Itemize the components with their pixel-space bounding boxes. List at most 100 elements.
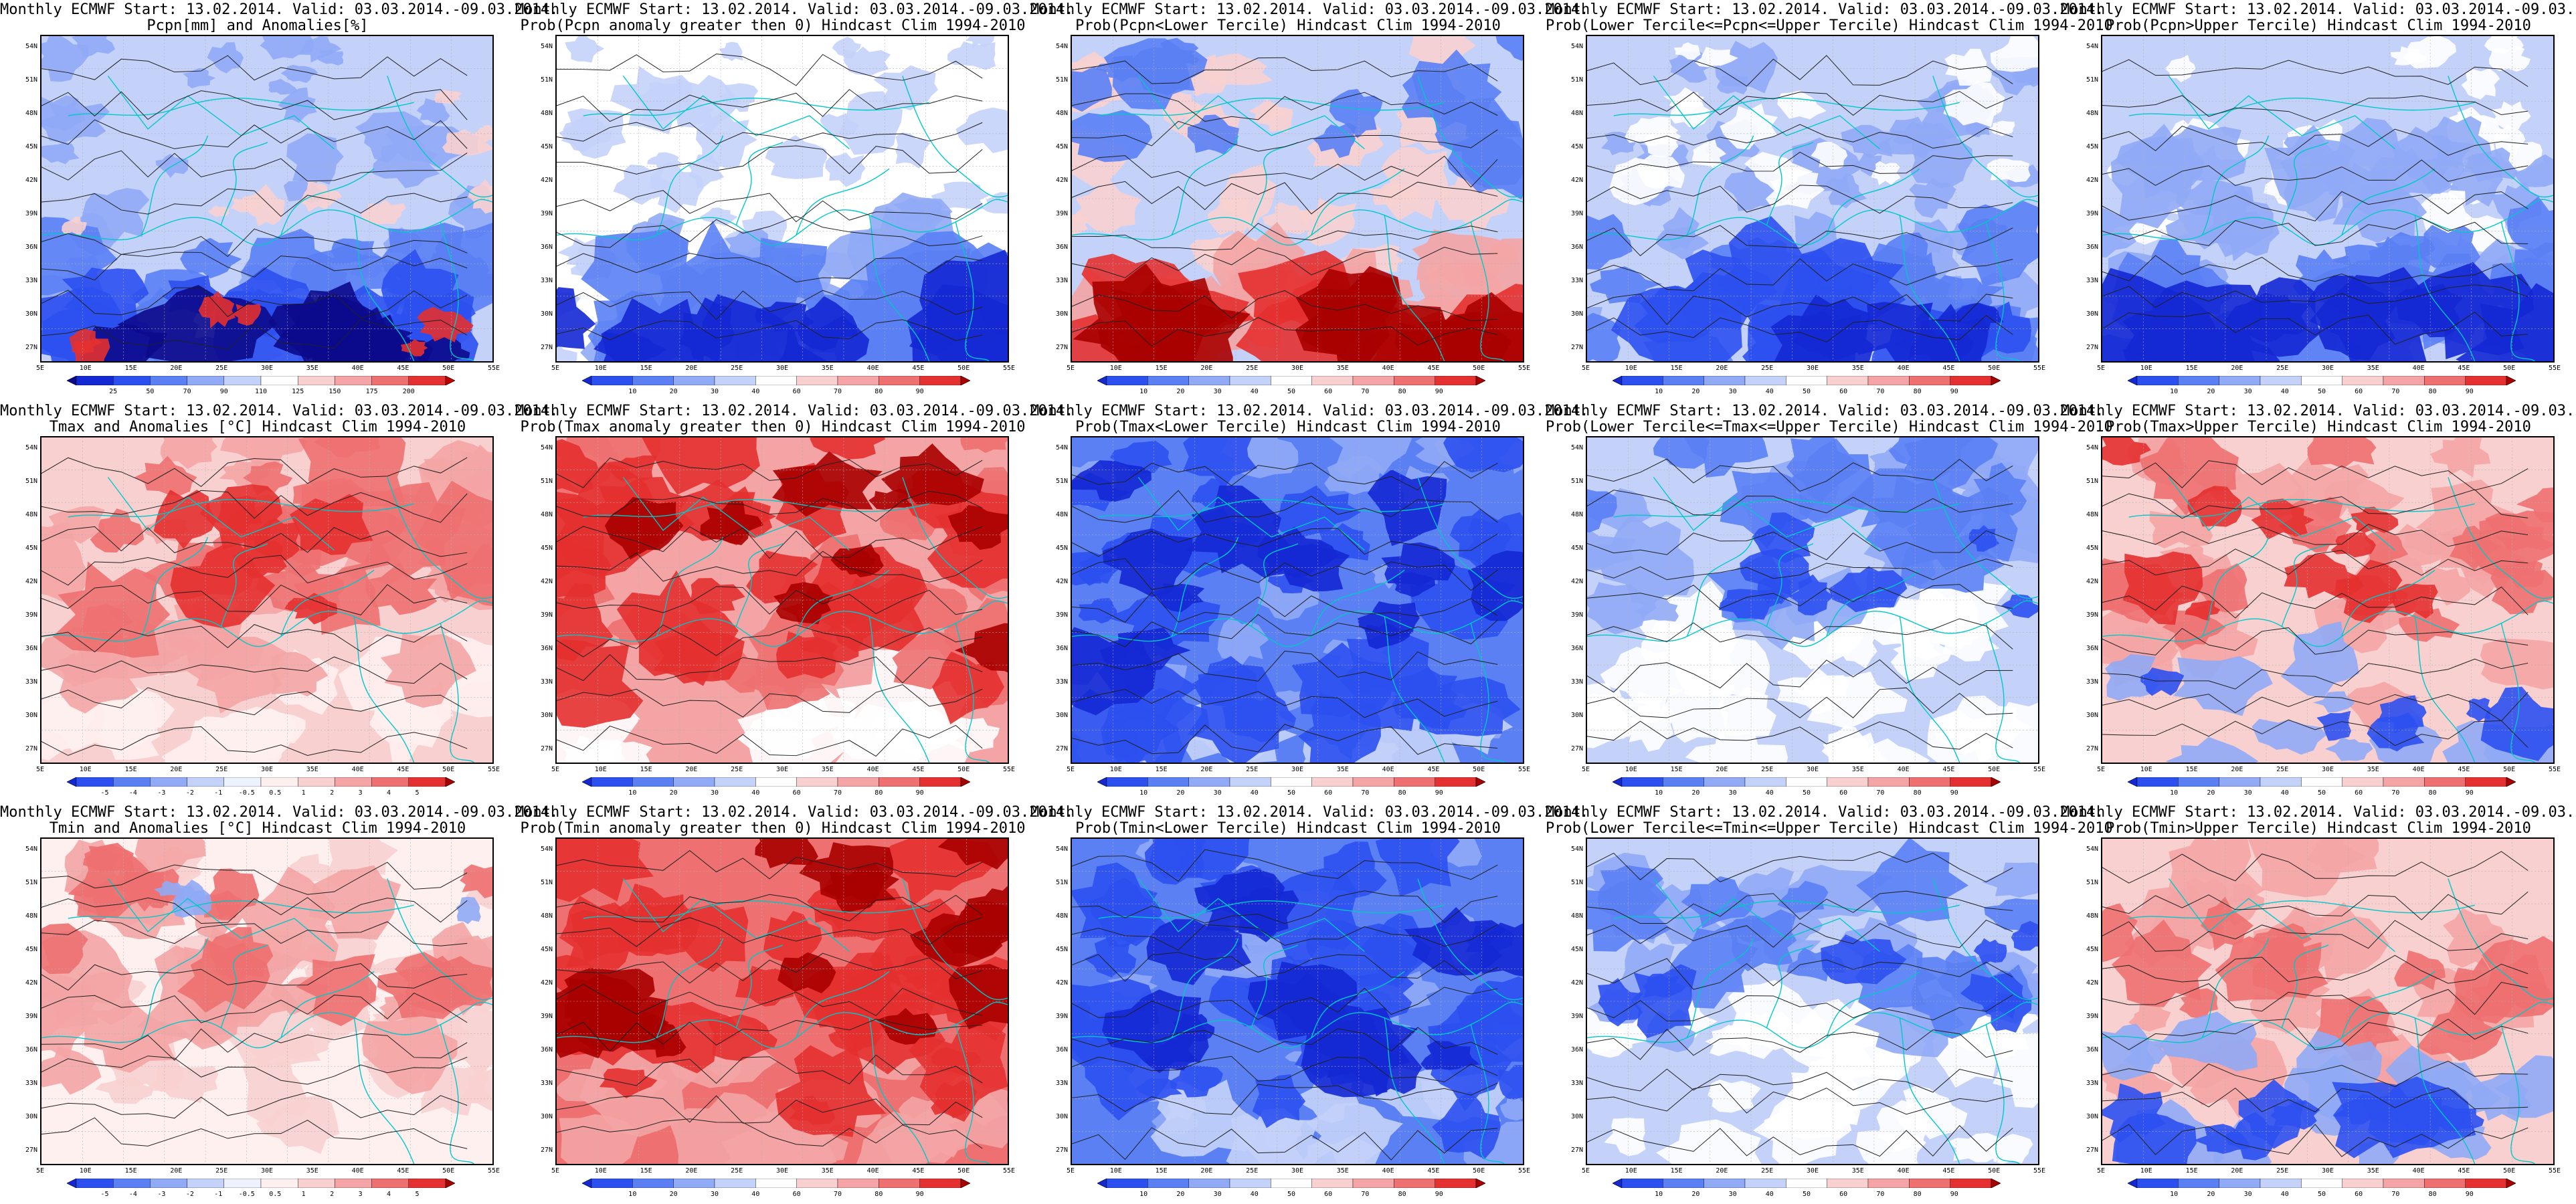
colorbar-tick-label: 60 [2355,388,2363,395]
lat-tick-label: 45N [540,946,553,953]
lat-tick-label: 51N [2086,478,2098,485]
map-field [1072,839,1523,1164]
map-area [2101,35,2555,363]
lon-tick-label: 20E [1200,365,1213,372]
lon-tick-label: 50E [1473,766,1485,773]
colorbar-tick-label: 50 [1287,1191,1296,1198]
map-area [40,35,494,363]
colorbar-tick-label: 5 [415,789,420,797]
map-area [1071,35,1524,363]
colorbar-tick-label: 80 [1913,789,1922,797]
lat-tick-label: 36N [1055,645,1068,652]
lon-tick-label: 20E [1716,365,1728,372]
lon-tick-label: 20E [170,766,183,773]
lat-tick-label: 30N [25,310,37,318]
lon-tick-label: 50E [2503,365,2516,372]
lat-tick-label: 42N [540,578,553,585]
lat-tick-label: 33N [2086,1080,2098,1087]
colorbar-tick-label: 200 [402,388,415,395]
panel-title-line1: Monthly ECMWF Start: 13.02.2014. Valid: … [0,403,559,419]
lat-tick-label: 27N [2086,1146,2098,1154]
lat-tick-label: 39N [1055,210,1068,217]
colorbar-tick-label: 20 [1691,789,1700,797]
lat-tick-label: 39N [1570,210,1583,217]
lat-tick-label: 45N [540,143,553,150]
lat-tick-label: 27N [25,745,37,752]
colorbar-tick-label: 150 [329,388,341,395]
lat-tick-label: 33N [1055,1080,1068,1087]
colorbar-tick-label: 10 [1655,789,1663,797]
lon-tick-label: 55E [2033,1167,2046,1175]
lon-tick-label: 45E [397,766,409,773]
colorbar-tick-label: 90 [1950,1191,1958,1198]
lon-tick-label: 50E [2503,766,2516,773]
lon-tick-label: 5E [551,766,560,773]
colorbar-tick-label: 90 [1435,388,1443,395]
colorbar-swatches [1097,777,1485,787]
colorbar-tick-label: 90 [1435,1191,1443,1198]
colorbar [1613,376,2001,385]
lat-tick-label: 51N [1055,76,1068,84]
colorbar-tick-label: 125 [292,388,304,395]
colorbar-tick-label: -2 [185,1191,194,1198]
lat-tick-label: 42N [1055,979,1068,987]
colorbar-tick-label: 20 [2207,388,2215,395]
colorbar-tick-label: 110 [254,388,268,395]
lon-tick-label: 40E [2412,365,2425,372]
colorbar-tick-label: 90 [915,789,924,797]
lon-tick-label: 40E [866,365,879,372]
lat-tick-label: 48N [25,110,37,117]
lon-tick-label: 15E [1155,365,1168,372]
lat-tick-label: 36N [25,645,37,652]
lat-tick-label: 27N [1570,344,1583,351]
lat-tick-label: 51N [2086,76,2098,84]
lon-tick-label: 55E [2548,1167,2561,1175]
lon-tick-label: 15E [2185,1167,2198,1175]
lon-tick-label: 30E [260,766,274,773]
colorbar-tick-label: -1 [214,789,223,797]
panel-title-line1: Monthly ECMWF Start: 13.02.2014. Valid: … [1546,1,2104,18]
lon-tick-label: 20E [1200,1167,1213,1175]
lon-tick-label: 10E [594,766,607,773]
lat-tick-label: 48N [540,912,553,920]
lon-tick-label: 20E [685,766,698,773]
lat-tick-label: 30N [2086,712,2098,719]
colorbar-tick-label: 10 [1655,388,1663,395]
lon-tick-label: 30E [260,365,274,372]
colorbar-tick-label: 90 [915,388,924,395]
lon-tick-label: 5E [35,1167,45,1175]
map-area [555,35,1009,363]
colorbar-tick-label: 50 [1802,388,1811,395]
colorbar [1097,376,1485,385]
lon-tick-label: 45E [1942,766,1955,773]
colorbar-tick-label: 60 [1324,388,1333,395]
colorbar-tick-label: 30 [1728,789,1737,797]
lat-tick-label: 42N [2086,979,2098,987]
colorbar [582,376,970,385]
lat-tick-label: 54N [1055,444,1068,452]
lon-tick-label: 55E [2548,365,2561,372]
lat-tick-label: 51N [1570,478,1583,485]
lon-tick-label: 45E [397,365,409,372]
lon-tick-label: 10E [79,365,92,372]
colorbar-tick-label: 50 [1802,1191,1811,1198]
map-field [41,437,492,763]
colorbar-tick-label: 5 [415,1191,420,1198]
lon-tick-label: 40E [351,1167,364,1175]
lon-tick-label: 50E [1988,766,2001,773]
panel-title-line2: Prob(Tmax<Lower Tercile) Hindcast Clim 1… [1075,419,1501,435]
lat-tick-label: 30N [540,712,553,719]
colorbar-tick-label: 20 [669,789,678,797]
colorbar-tick-label: 20 [1176,1191,1185,1198]
colorbar-tick-label: 70 [833,1191,842,1198]
lat-tick-label: 33N [540,277,553,284]
lon-tick-label: 40E [1897,766,1910,773]
map-field [2102,36,2553,361]
lat-tick-label: 33N [25,678,37,686]
map-panel-8: Monthly ECMWF Start: 13.02.2014. Valid: … [1030,401,1588,803]
colorbar-tick-label: 60 [1839,388,1848,395]
colorbar-tick-label: 0.5 [269,1191,282,1198]
colorbar-tick-label: 90 [915,1191,924,1198]
colorbar-tick-label: 90 [1435,789,1443,797]
lon-tick-label: 5E [551,1167,560,1175]
